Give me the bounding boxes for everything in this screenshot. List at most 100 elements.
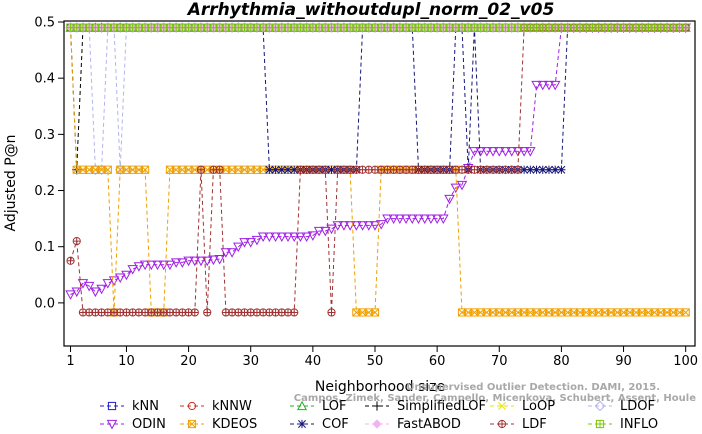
data-point-ldf <box>513 165 523 174</box>
data-point-cof <box>290 165 299 174</box>
data-point-odin <box>146 260 157 271</box>
data-point-odin <box>351 221 362 231</box>
data-point-kdeos <box>103 165 112 174</box>
plot-frame <box>63 20 696 347</box>
data-point-odin <box>456 180 468 191</box>
data-point-odin <box>195 256 207 267</box>
data-point-odin <box>295 232 306 243</box>
data-point-odin <box>531 80 542 91</box>
data-point-odin <box>121 270 132 281</box>
data-point-ldf <box>327 308 336 317</box>
x-tick-label: 50 <box>367 354 384 369</box>
data-point-odin <box>257 232 269 243</box>
data-point-odin <box>438 214 449 225</box>
data-point-odin <box>177 258 188 268</box>
data-point-odin <box>139 260 151 271</box>
plot-area <box>65 22 691 317</box>
data-point-inflo <box>681 23 690 32</box>
legend-label: LOF <box>322 399 347 414</box>
data-point-odin <box>133 262 145 272</box>
legend-swatch-marker <box>297 419 307 429</box>
data-point-odin <box>83 281 95 292</box>
data-point-odin <box>357 221 368 231</box>
data-point-kdeos <box>681 308 690 317</box>
data-point-odin <box>245 238 256 248</box>
data-point-odin <box>282 232 294 243</box>
data-point-odin <box>233 242 244 253</box>
data-point-odin <box>226 248 238 258</box>
y-axis: 0.0 0.1 0.2 0.3 0.4 0.5 <box>34 16 64 311</box>
data-point-cof <box>277 165 286 174</box>
data-point-odin <box>288 232 300 243</box>
data-point-odin <box>407 214 418 225</box>
x-tick-label: 10 <box>118 354 135 369</box>
legend-item-kdeos: KDEOS <box>180 417 257 432</box>
legend-item-inflo: INFLO <box>588 417 658 432</box>
data-point-odin <box>276 232 288 243</box>
data-point-cof <box>283 165 293 174</box>
legend-swatch-marker <box>187 419 197 429</box>
legend-swatch-marker <box>497 419 507 429</box>
data-point-odin <box>239 238 250 248</box>
data-point-cof <box>327 165 336 174</box>
legend-swatch-marker <box>594 400 606 412</box>
legend-swatch-marker <box>595 419 605 429</box>
data-point-odin <box>114 273 126 284</box>
legend-label: INFLO <box>620 417 658 432</box>
data-point-odin <box>90 287 101 298</box>
data-point-odin <box>525 147 536 157</box>
data-point-odin <box>326 224 337 235</box>
data-point-odin <box>487 147 499 157</box>
data-point-cof <box>265 165 274 174</box>
data-point-odin <box>537 80 549 91</box>
data-point-odin <box>444 194 455 205</box>
legend-label: KDEOS <box>212 417 257 432</box>
legend-swatch-marker <box>107 401 117 411</box>
legend-label: LDF <box>522 417 547 432</box>
data-point-odin <box>494 147 505 157</box>
data-point-odin <box>65 290 76 300</box>
x-axis-label: Neighborhood size <box>315 379 445 395</box>
data-point-odin <box>518 147 530 157</box>
x-tick-label: 20 <box>180 354 197 369</box>
legend-item-loop: LoOP <box>490 399 555 414</box>
legend-item-ldof: LDOF <box>588 399 655 414</box>
legend-swatch-marker <box>498 402 506 410</box>
data-point-odin <box>102 279 114 289</box>
legend-label: COF <box>322 417 349 432</box>
data-point-odin <box>431 214 443 225</box>
data-point-odin <box>164 260 176 271</box>
watermark-line-1: Campos, Zimek, Sander, Campello, Micenko… <box>294 393 696 404</box>
x-tick-label: 100 <box>673 354 698 369</box>
chart-title: Arrhythmia_withoutdupl_norm_02_v05 <box>186 0 555 20</box>
legend-label: kNNW <box>212 399 252 414</box>
data-point-odin <box>500 147 511 157</box>
data-point-odin <box>425 214 437 225</box>
axes: 1 10 20 30 40 50 60 70 80 90 100 0.00.10.20.30.40.… <box>34 16 698 370</box>
legend-item-cof: COF <box>290 417 349 432</box>
data-point-odin <box>108 276 120 286</box>
data-point-cof <box>520 165 529 174</box>
data-point-odin <box>170 258 182 268</box>
x-tick-label: 30 <box>242 354 259 369</box>
legend-swatch-marker <box>372 419 382 429</box>
data-point-odin <box>512 147 524 157</box>
data-point-odin <box>127 265 138 275</box>
legend-item-knn: kNN <box>100 399 159 414</box>
data-point-ldf <box>196 165 206 174</box>
data-point-odin <box>313 226 325 237</box>
data-point-odin <box>208 255 219 266</box>
legend-label: ODIN <box>132 417 166 432</box>
y-tick-label: 0.4 <box>34 72 55 87</box>
legend-swatch-marker <box>372 401 382 411</box>
data-point-odin <box>543 80 555 91</box>
data-point-kdeos <box>370 308 380 317</box>
legend-item-fastabod: FastABOD <box>365 417 461 432</box>
data-point-cof <box>538 165 547 174</box>
data-point-odin <box>307 231 319 241</box>
legend-label: FastABOD <box>397 417 461 432</box>
x-tick-label: 60 <box>429 354 446 369</box>
data-point-odin <box>183 256 194 267</box>
